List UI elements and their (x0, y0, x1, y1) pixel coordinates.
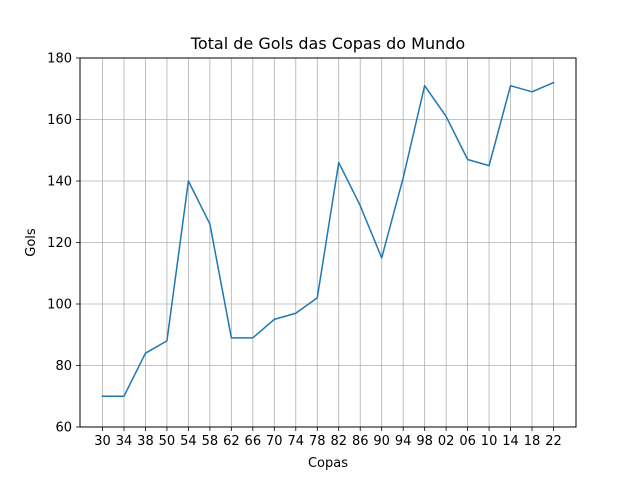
series-line (101, 81, 555, 397)
x-tick-label: 58 (202, 434, 219, 449)
y-tick-label: 160 (47, 113, 72, 128)
x-tick-label: 62 (223, 434, 240, 449)
x-tick-label: 94 (395, 434, 412, 449)
x-tick-label: 66 (245, 434, 262, 449)
y-tick-label: 140 (47, 175, 72, 190)
x-tick-label: 70 (266, 434, 283, 449)
x-tick-label: 14 (502, 434, 519, 449)
series-layer (101, 81, 555, 397)
x-tick-label: 38 (137, 434, 154, 449)
x-tick-label: 02 (438, 434, 455, 449)
y-tick-label: 100 (47, 298, 72, 313)
x-tick-label: 74 (288, 434, 305, 449)
y-axis-label: Gols (24, 228, 39, 257)
y-tick-label: 180 (47, 52, 72, 67)
x-tick-label: 98 (416, 434, 433, 449)
y-axis-ticks: 60 80 100 120 140 160 180 (47, 52, 80, 436)
x-axis-label: Copas (308, 456, 348, 471)
x-tick-label: 82 (330, 434, 347, 449)
x-axis-ticks: 30 34 38 50 54 58 62 66 70 74 78 82 86 90 94 98 02 06 10 14… (94, 427, 562, 449)
x-tick-label: 50 (159, 434, 176, 449)
y-tick-label: 120 (47, 236, 72, 251)
x-tick-label: 86 (352, 434, 369, 449)
x-tick-label: 30 (94, 434, 111, 449)
x-tick-label: 22 (545, 434, 562, 449)
x-tick-label: 06 (459, 434, 476, 449)
x-tick-label: 90 (373, 434, 390, 449)
x-tick-label: 54 (180, 434, 197, 449)
x-tick-label: 34 (116, 434, 133, 449)
x-tick-label: 78 (309, 434, 326, 449)
x-tick-label: 18 (524, 434, 541, 449)
x-tick-label: 10 (481, 434, 498, 449)
chart-title: Total de Gols das Copas do Mundo (190, 34, 465, 53)
y-tick-label: 80 (55, 359, 72, 374)
y-tick-label: 60 (55, 421, 72, 436)
